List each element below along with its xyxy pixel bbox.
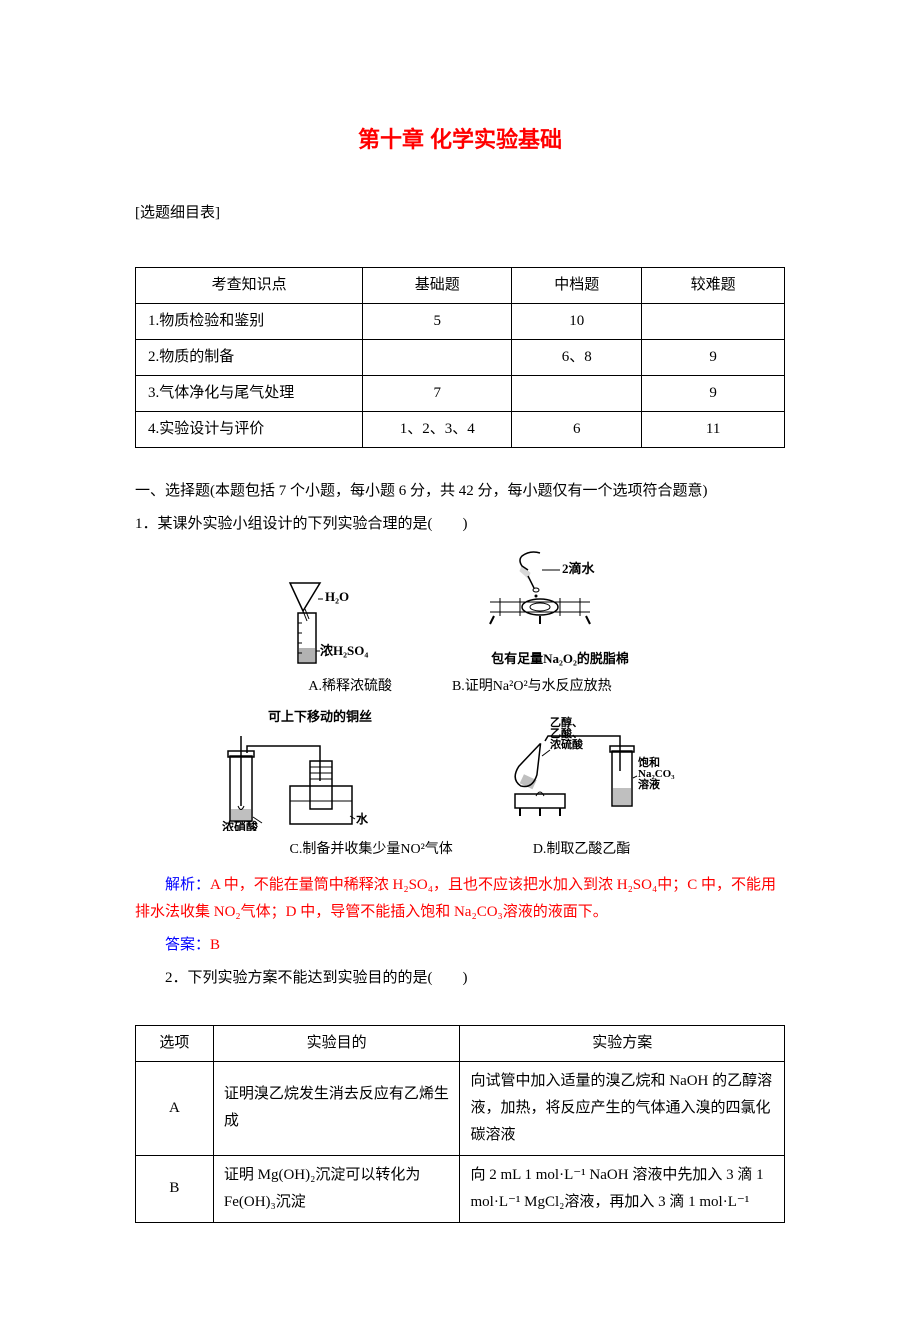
analysis-body: A 中，不能在量筒中稀释浓 H₂SO₄，且也不应该把水加入到浓 H₂SO₄中；C… bbox=[135, 877, 776, 920]
answer-prefix: 答案： bbox=[165, 937, 210, 953]
q1-stem: 1．某课外实验小组设计的下列实验合理的是( ) bbox=[135, 511, 785, 538]
figure-c-top-label: 可上下移动的铜丝 bbox=[268, 705, 372, 728]
q2-th-purpose: 实验目的 bbox=[213, 1025, 460, 1061]
figure-b-label: B.证明Na²O²与水反应放热 bbox=[452, 674, 612, 699]
table-row: 2.物质的制备 6、8 9 bbox=[136, 339, 785, 375]
table-row: 1.物质检验和鉴别 5 10 bbox=[136, 303, 785, 339]
cell: 4.实验设计与评价 bbox=[136, 411, 363, 447]
th-hard: 较难题 bbox=[642, 267, 785, 303]
q2-stem: 2．下列实验方案不能达到实验目的的是( ) bbox=[135, 965, 785, 992]
figure-a-svg: H₂O 浓H₂SO₄ bbox=[270, 573, 390, 668]
cell bbox=[642, 303, 785, 339]
figure-d: 乙醇、 乙酸、 浓硫酸 饱和 Na₂CO₃ 溶液 bbox=[500, 716, 700, 833]
cell-purpose: 证明 Mg(OH)₂沉淀可以转化为Fe(OH)₃沉淀 bbox=[213, 1155, 460, 1222]
th-basic: 基础题 bbox=[363, 267, 512, 303]
th-medium: 中档题 bbox=[512, 267, 642, 303]
cell: 9 bbox=[642, 339, 785, 375]
cell-opt: A bbox=[136, 1061, 214, 1155]
chapter-title: 第十章 化学实验基础 bbox=[135, 120, 785, 160]
analysis-prefix: 解析： bbox=[165, 877, 210, 893]
q2-th-plan: 实验方案 bbox=[460, 1025, 785, 1061]
cell: 6、8 bbox=[512, 339, 642, 375]
cell: 3.气体净化与尾气处理 bbox=[136, 375, 363, 411]
cell bbox=[512, 375, 642, 411]
section-intro: 一、选择题(本题包括 7 个小题，每小题 6 分，共 42 分，每小题仅有一个选… bbox=[135, 478, 785, 505]
label-h2so4: 浓H₂SO₄ bbox=[320, 643, 368, 658]
cell-plan: 向试管中加入适量的溴乙烷和 NaOH 的乙醇溶液，加热，将反应产生的气体通入溴的… bbox=[460, 1061, 785, 1155]
cell: 1、2、3、4 bbox=[363, 411, 512, 447]
label-cotton: 包有足量Na₂O₂的脱脂棉 bbox=[491, 647, 629, 670]
label-h2o: H₂O bbox=[325, 589, 349, 604]
cell: 6 bbox=[512, 411, 642, 447]
cell: 1.物质检验和鉴别 bbox=[136, 303, 363, 339]
figure-b: 2滴水 包有足量Na₂O₂的脱脂棉 bbox=[470, 548, 650, 670]
figure-c-svg: 浓硝酸 水 bbox=[220, 731, 420, 831]
label-hno3: 浓硝酸 bbox=[222, 819, 259, 831]
figure-a-label: A.稀释浓硫酸 bbox=[308, 674, 392, 699]
cell-opt: B bbox=[136, 1155, 214, 1222]
figure-d-svg: 乙醇、 乙酸、 浓硫酸 饱和 Na₂CO₃ 溶液 bbox=[500, 716, 700, 831]
cell: 11 bbox=[642, 411, 785, 447]
answer-value: B bbox=[210, 937, 220, 953]
figure-a: H₂O 浓H₂SO₄ bbox=[270, 573, 390, 670]
cell-plan: 向 2 mL 1 mol·L⁻¹ NaOH 溶液中先加入 3 滴 1 mol·L… bbox=[460, 1155, 785, 1222]
q2-th-opt: 选项 bbox=[136, 1025, 214, 1061]
cell: 7 bbox=[363, 375, 512, 411]
cell: 9 bbox=[642, 375, 785, 411]
cell bbox=[363, 339, 512, 375]
q1-answer: 答案：B bbox=[135, 932, 785, 959]
table-row: B 证明 Mg(OH)₂沉淀可以转化为Fe(OH)₃沉淀 向 2 mL 1 mo… bbox=[136, 1155, 785, 1222]
cell: 5 bbox=[363, 303, 512, 339]
figure-d-label: D.制取乙酸乙酯 bbox=[533, 837, 631, 862]
q1-analysis: 解析：A 中，不能在量筒中稀释浓 H₂SO₄，且也不应该把水加入到浓 H₂SO₄… bbox=[135, 872, 785, 926]
figure-c: 可上下移动的铜丝 浓硝酸 水 bbox=[220, 705, 420, 832]
label-water: 水 bbox=[356, 811, 369, 826]
subtitle-bracket: [选题细目表] bbox=[135, 200, 785, 227]
cell-purpose: 证明溴乙烷发生消去反应有乙烯生成 bbox=[213, 1061, 460, 1155]
topic-table: 考查知识点 基础题 中档题 较难题 1.物质检验和鉴别 5 10 2.物质的制备… bbox=[135, 267, 785, 448]
figure-b-svg: 2滴水 bbox=[470, 548, 650, 643]
cell: 10 bbox=[512, 303, 642, 339]
th-topic: 考查知识点 bbox=[136, 267, 363, 303]
label-na2co3: 饱和 Na₂CO₃ 溶液 bbox=[638, 755, 677, 791]
table-row: 3.气体净化与尾气处理 7 9 bbox=[136, 375, 785, 411]
label-drops: 2滴水 bbox=[562, 561, 596, 576]
figure-block: H₂O 浓H₂SO₄ bbox=[135, 548, 785, 862]
label-mix: 乙醇、 乙酸、 浓硫酸 bbox=[550, 716, 586, 751]
table-row: 4.实验设计与评价 1、2、3、4 6 11 bbox=[136, 411, 785, 447]
figure-c-label: C.制备并收集少量NO²气体 bbox=[290, 837, 453, 862]
table-row: A 证明溴乙烷发生消去反应有乙烯生成 向试管中加入适量的溴乙烷和 NaOH 的乙… bbox=[136, 1061, 785, 1155]
q2-table: 选项 实验目的 实验方案 A 证明溴乙烷发生消去反应有乙烯生成 向试管中加入适量… bbox=[135, 1025, 785, 1223]
cell: 2.物质的制备 bbox=[136, 339, 363, 375]
